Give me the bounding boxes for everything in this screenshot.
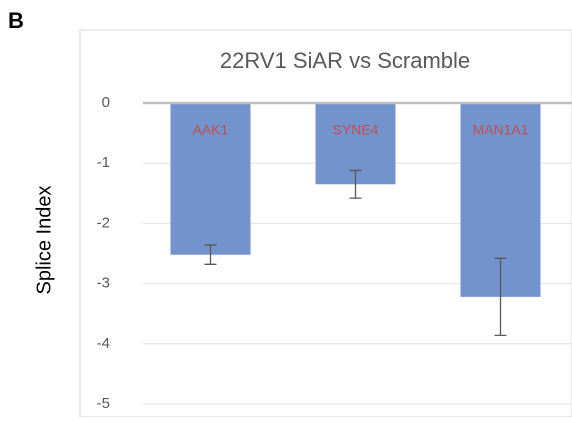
plot-area: 0 -1 -2 -3 -4 -5 AAK1 SYNE4 MAN1A1 bbox=[97, 94, 572, 412]
y-tick-label: -1 bbox=[97, 154, 110, 171]
chart-title: 22RV1 SiAR vs Scramble bbox=[220, 48, 470, 73]
category-label: SYNE4 bbox=[333, 122, 379, 138]
y-tick-label: -4 bbox=[97, 335, 110, 352]
bar bbox=[170, 103, 251, 255]
y-axis-label: Splice Index bbox=[33, 186, 55, 295]
panel-label: B bbox=[8, 8, 24, 33]
error-bar bbox=[204, 244, 217, 265]
category-label: MAN1A1 bbox=[472, 122, 528, 138]
error-bar bbox=[349, 169, 362, 199]
y-tick-label: -5 bbox=[97, 395, 110, 412]
error-bar bbox=[494, 257, 507, 337]
category-label: AAK1 bbox=[193, 122, 229, 138]
y-tick-label: 0 bbox=[102, 94, 110, 111]
y-tick-label: -3 bbox=[97, 275, 110, 292]
y-tick-label: -2 bbox=[97, 214, 110, 231]
